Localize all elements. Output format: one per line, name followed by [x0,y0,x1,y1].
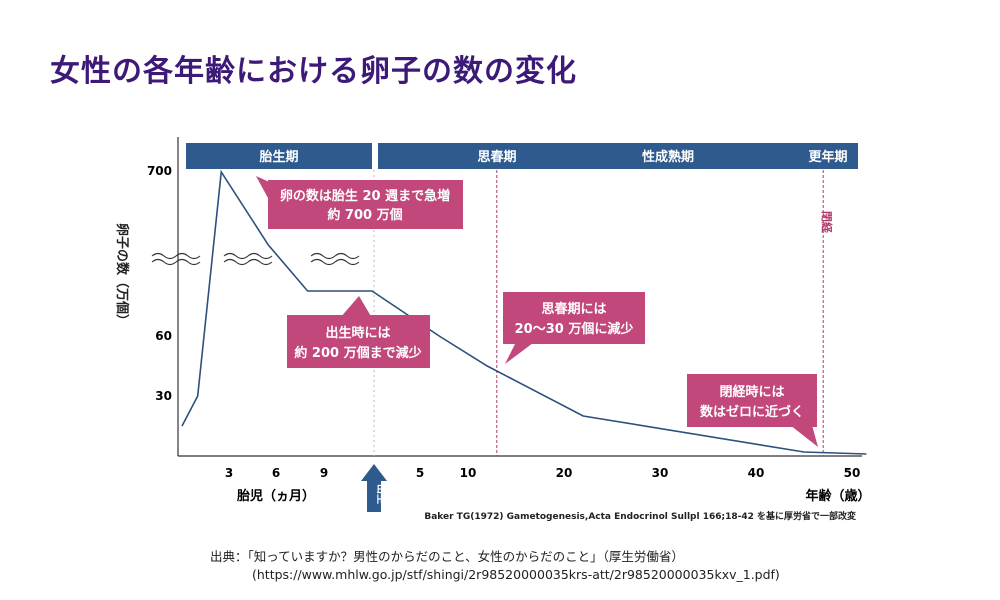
x-tick-label-age-5: 5 [416,466,424,480]
y-tick-label-30: 30 [155,389,172,403]
x-tick-label-prenatal-3: 3 [225,466,233,480]
callout-peak-line1: 卵の数は胎生 20 週まで急増 [280,188,450,204]
axis-break-marks [151,252,360,266]
callout-puberty: 思春期には 20〜30 万個に減少 [503,292,645,364]
stage-label-menopause: 更年期 [808,149,847,165]
source-citation: 出典：「知っていますか？男性のからだのこと、女性のからだのこと」（厚生労働省） … [210,548,780,584]
x-tick-label-prenatal-6: 6 [272,466,280,480]
x-tick-label-age-50: 50 [844,466,861,480]
callout-puberty-line2: 20〜30 万個に減少 [515,321,634,337]
stage-label-fetal: 胎生期 [259,149,298,165]
x-axis-title-prenatal: 胎児（ヵ月） [237,488,315,504]
callout-birth-line2: 約 200 万個まで減少 [294,345,421,361]
birth-arrow [361,464,387,512]
callout-menopause-line2: 数はゼロに近づく [700,404,804,420]
x-tick-label-age-20: 20 [556,466,573,480]
source-label: 出典：「知っていますか？男性のからだのこと、女性のからだのこと」（厚生労働省） [210,549,684,564]
x-tick-label-age-10: 10 [460,466,477,480]
menopause-marker-label: 閉経 [820,211,834,234]
stage-label-puberty: 思春期 [477,149,516,165]
x-tick-label-prenatal-9: 9 [320,466,328,480]
birth-label: 出生 [375,484,388,504]
page-title: 女性の各年齢における卵子の数の変化 [50,54,577,89]
y-tick-label-700: 700 [147,164,172,178]
egg-count-line [181,169,867,455]
callout-puberty-line1: 思春期には [541,301,606,317]
callout-peak-line2: 約 700 万個 [327,207,402,223]
callout-menopause-line1: 閉経時には [719,384,784,400]
stage-band-fetal [186,143,372,169]
x-axis-title-age: 年齢（歳） [805,488,870,504]
y-tick-label-60: 60 [155,329,172,343]
x-tick-label-age-40: 40 [748,466,765,480]
stage-label-maturity: 性成熟期 [642,149,694,165]
reference-note: Baker TG(1972) Gametogenesis,Acta Endocr… [424,510,856,522]
source-url: (https://www.mhlw.go.jp/stf/shingi/2r985… [252,567,780,582]
callout-birth: 出生時には 約 200 万個まで減少 [287,296,430,368]
callout-birth-line1: 出生時には [325,325,390,341]
callout-peak: 卵の数は胎生 20 週まで急増 約 700 万個 [256,176,463,229]
callout-menopause: 閉経時には 数はゼロに近づく [687,374,818,447]
y-axis-title: 卵子の数（万個） [114,223,130,327]
stage-band-postnatal [378,143,858,169]
x-tick-label-age-30: 30 [652,466,669,480]
